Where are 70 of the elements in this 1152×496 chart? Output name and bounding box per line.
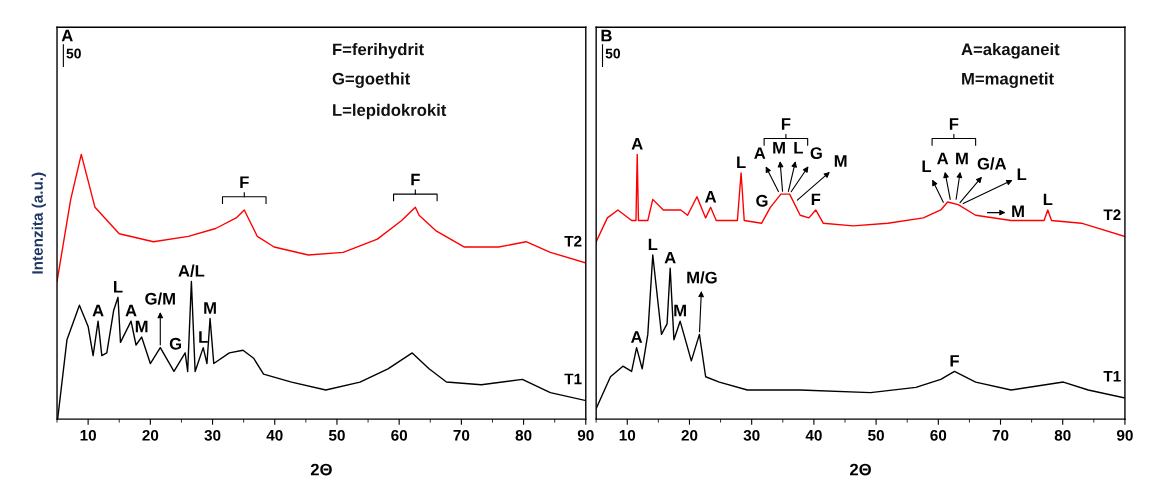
chart-title: A: [61, 29, 73, 42]
annotation: A: [125, 304, 137, 317]
annotation: M: [674, 304, 686, 317]
x-axis-title: 2Θ: [850, 463, 871, 476]
text: A=akaganeit: [961, 42, 1060, 59]
annotation: L: [794, 142, 803, 154]
x-tick-label: 80: [1054, 429, 1071, 441]
x-tick-label: 90: [1116, 429, 1133, 441]
x-tick-label: 30: [743, 429, 760, 441]
annotation: G: [169, 337, 182, 350]
text: 50: [605, 48, 621, 59]
series-label: T2: [1103, 209, 1121, 221]
annotation: M: [1012, 205, 1024, 217]
x-tick-label: 10: [619, 429, 636, 441]
x-tick-label: 20: [142, 429, 159, 441]
annotation: A: [92, 304, 104, 317]
annotation: M: [135, 320, 148, 333]
text: F: [949, 118, 959, 130]
x-axis-title: 2Θ: [310, 463, 332, 476]
annotation: A/L: [178, 264, 205, 277]
annotation: A: [754, 147, 766, 159]
annotation: L: [1017, 168, 1027, 181]
text: M=magnetit: [962, 72, 1054, 88]
chart-title: B: [601, 29, 612, 42]
annotation: L: [737, 156, 746, 169]
text: 50: [66, 48, 81, 59]
x-tick-label: 70: [453, 429, 470, 441]
x-tick-label: 20: [681, 429, 698, 441]
annotation: M/G: [687, 271, 717, 284]
series-label: T1: [1103, 371, 1121, 382]
annotation: A: [630, 331, 643, 343]
x-tick-label: 60: [391, 429, 408, 441]
annotation: M: [956, 152, 968, 165]
annotation: G: [810, 147, 822, 160]
annotation: A: [937, 152, 949, 165]
annotation: L: [1043, 193, 1053, 206]
series-label: T2: [564, 235, 582, 247]
text: F: [781, 118, 791, 130]
x-tick-label: 90: [577, 429, 594, 441]
annotation: F: [240, 176, 249, 188]
x-tick-label: 40: [266, 429, 283, 441]
annotation: L: [922, 160, 932, 173]
x-tick-label: 60: [930, 429, 947, 441]
x-tick-label: 10: [80, 429, 96, 441]
annotation: G/A: [977, 157, 1007, 170]
annotation: G: [756, 194, 768, 207]
y-axis-title: Intenzita (a.u.): [31, 172, 46, 274]
annotation: A: [631, 138, 643, 150]
annotation: M: [834, 155, 847, 167]
annotation: F: [411, 173, 420, 186]
x-tick-label: 40: [805, 429, 822, 441]
annotation: F: [811, 193, 821, 206]
annotation: M: [773, 142, 785, 154]
annotation: L: [114, 281, 123, 293]
x-tick-label: 30: [204, 429, 221, 441]
x-tick-label: 50: [328, 429, 345, 441]
series-label: T1: [564, 373, 582, 385]
x-tick-label: 70: [992, 429, 1009, 441]
text: L=lepidokrokit: [333, 103, 447, 120]
annotation: L: [648, 238, 658, 251]
text: F=ferihydrit: [333, 43, 424, 59]
annotation: A: [705, 191, 717, 203]
annotation: F: [950, 355, 959, 367]
annotation: G/M: [145, 292, 175, 305]
annotation: L: [199, 331, 208, 343]
x-tick-label: 50: [868, 429, 884, 441]
annotation: A: [664, 251, 676, 264]
text: G=goethit: [332, 72, 411, 88]
annotation: M: [204, 302, 216, 314]
x-tick-label: 80: [515, 429, 532, 441]
